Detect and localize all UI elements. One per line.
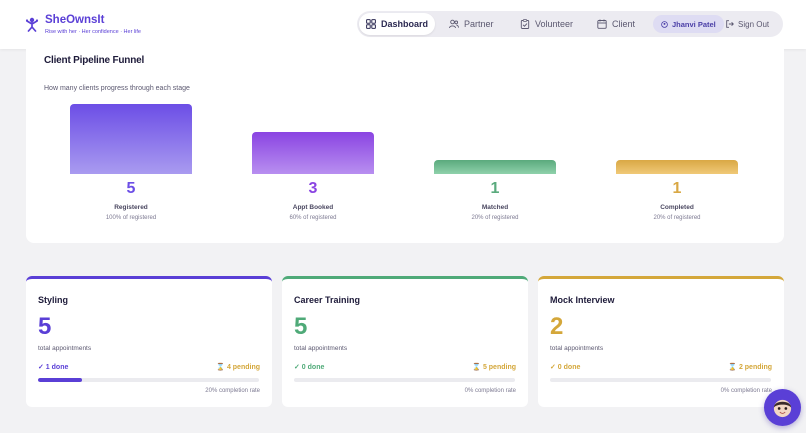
- nav-volunteer[interactable]: Volunteer: [520, 13, 573, 35]
- service-done: ✓ 0 done: [294, 364, 325, 371]
- assistant-avatar-button[interactable]: [764, 389, 801, 426]
- partner-icon: [449, 19, 459, 29]
- funnel-bar: [434, 160, 556, 174]
- client-icon: [597, 19, 607, 29]
- hourglass-icon: ⌛: [216, 364, 227, 371]
- service-card-mock-interview: Mock Interview 2 total appointments ✓ 0 …: [538, 276, 784, 407]
- service-progress-fill: [38, 378, 83, 382]
- brand[interactable]: SheOwnsIt Rise with her · Her confidence…: [24, 14, 141, 36]
- user-name: Jhanvi Patel: [672, 19, 716, 29]
- volunteer-icon: [520, 19, 530, 29]
- brand-tagline: Rise with her · Her confidence · Her lif…: [45, 29, 141, 35]
- signout-label: Sign Out: [738, 19, 770, 29]
- service-pending: ⌛ 5 pending: [472, 363, 516, 371]
- nav-dashboard-label: Dashboard: [380, 19, 428, 29]
- service-total-label: total appointments: [550, 345, 604, 352]
- stage-count: 3: [308, 180, 318, 197]
- service-pending-label: 5 pending: [482, 364, 516, 371]
- user-icon: [661, 20, 668, 28]
- brand-logo-icon: [25, 17, 39, 32]
- stage-percent: 60% of registered: [289, 215, 337, 221]
- hourglass-icon: ⌛: [472, 364, 483, 371]
- user-chip[interactable]: Jhanvi Patel: [653, 15, 724, 33]
- funnel-stage-registered: 5 Registered 100% of registered: [70, 102, 192, 224]
- service-pending-label: 2 pending: [738, 364, 772, 371]
- funnel-stage-appt-booked: 3 Appt Booked 60% of registered: [252, 102, 374, 224]
- service-total: 5: [38, 313, 52, 340]
- stage-count: 1: [490, 180, 500, 197]
- hourglass-icon: ⌛: [728, 364, 739, 371]
- stage-label: Registered: [114, 204, 148, 211]
- signout-button[interactable]: Sign Out: [726, 15, 769, 33]
- logout-icon: [726, 20, 734, 28]
- service-progress-track: [38, 378, 259, 382]
- service-total-label: total appointments: [294, 345, 348, 352]
- service-done: ✓ 0 done: [550, 364, 581, 371]
- service-total-label: total appointments: [38, 345, 92, 352]
- stage-label: Matched: [481, 204, 509, 211]
- service-progress-track: [550, 378, 771, 382]
- funnel-bar: [616, 160, 738, 174]
- dashboard-icon: [366, 19, 376, 29]
- stage-percent: 100% of registered: [105, 215, 157, 221]
- service-progress-track: [294, 378, 515, 382]
- nav-client-label: Client: [612, 19, 636, 29]
- funnel-bar: [70, 104, 192, 174]
- nav-client[interactable]: Client: [597, 13, 635, 35]
- funnel-bar: [252, 132, 374, 174]
- main-nav: Dashboard Partner Volunteer Client Jhanv…: [357, 11, 783, 37]
- service-pending: ⌛ 4 pending: [216, 363, 260, 371]
- stage-count: 1: [672, 180, 682, 197]
- top-bar: SheOwnsIt Rise with her · Her confidence…: [0, 0, 806, 49]
- service-name: Styling: [38, 295, 69, 305]
- service-total: 5: [294, 313, 308, 340]
- stage-count: 5: [126, 180, 136, 197]
- stage-percent: 20% of registered: [653, 215, 701, 221]
- service-done: ✓ 1 done: [38, 364, 69, 371]
- service-pending: ⌛ 2 pending: [728, 363, 772, 371]
- client-pipeline-funnel-card: Client Pipeline Funnel How many clients …: [26, 38, 784, 243]
- service-total: 2: [550, 313, 564, 340]
- nav-volunteer-label: Volunteer: [535, 19, 574, 29]
- service-card-styling: Styling 5 total appointments ✓ 1 done ⌛ …: [26, 276, 272, 407]
- avatar-face-icon: [773, 399, 792, 418]
- service-completion-rate: 0% completion rate: [720, 388, 772, 394]
- nav-partner-label: Partner: [464, 19, 494, 29]
- nav-dashboard[interactable]: Dashboard: [359, 13, 435, 35]
- service-name: Mock Interview: [550, 295, 615, 305]
- service-name: Career Training: [294, 295, 361, 305]
- stage-label: Completed: [660, 204, 694, 211]
- brand-name: SheOwnsIt: [45, 14, 105, 26]
- funnel-subtitle: How many clients progress through each s…: [44, 85, 190, 92]
- funnel-stage-completed: 1 Completed 20% of registered: [616, 102, 738, 224]
- nav-partner[interactable]: Partner: [449, 13, 494, 35]
- service-pending-label: 4 pending: [226, 364, 260, 371]
- service-completion-rate: 20% completion rate: [205, 388, 260, 394]
- funnel-stage-matched: 1 Matched 20% of registered: [434, 102, 556, 224]
- stage-label: Appt Booked: [292, 204, 334, 211]
- service-completion-rate: 0% completion rate: [464, 388, 516, 394]
- stage-percent: 20% of registered: [471, 215, 519, 221]
- funnel-title: Client Pipeline Funnel: [44, 55, 145, 66]
- service-card-career-training: Career Training 5 total appointments ✓ 0…: [282, 276, 528, 407]
